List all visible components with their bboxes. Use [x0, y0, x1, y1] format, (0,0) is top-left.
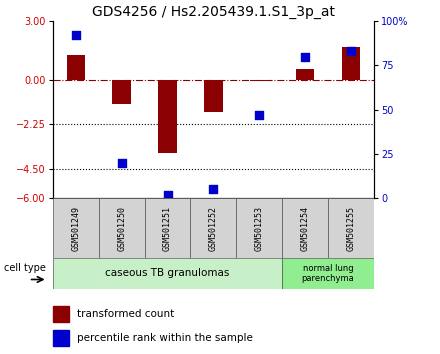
Bar: [99, 198, 145, 258]
Bar: [53, 198, 99, 258]
Point: [72, 33, 79, 38]
Bar: [204, 80, 223, 112]
Bar: [53, 258, 282, 289]
Bar: [113, 80, 131, 104]
Point: [256, 112, 263, 118]
Bar: [250, 80, 268, 81]
Text: GSM501250: GSM501250: [117, 206, 126, 251]
Bar: [236, 198, 282, 258]
Bar: [342, 47, 360, 80]
Text: GSM501252: GSM501252: [209, 206, 218, 251]
Text: GSM501253: GSM501253: [255, 206, 264, 251]
Text: GSM501249: GSM501249: [71, 206, 80, 251]
Bar: [53, 330, 69, 346]
Text: caseous TB granulomas: caseous TB granulomas: [105, 268, 230, 279]
Text: cell type: cell type: [4, 263, 46, 273]
Bar: [282, 198, 328, 258]
Point: [348, 48, 355, 54]
Point: [118, 160, 125, 166]
Bar: [282, 258, 374, 289]
Text: normal lung
parenchyma: normal lung parenchyma: [302, 264, 355, 283]
Text: GSM501251: GSM501251: [163, 206, 172, 251]
Point: [302, 54, 309, 59]
Bar: [145, 198, 191, 258]
Title: GDS4256 / Hs2.205439.1.S1_3p_at: GDS4256 / Hs2.205439.1.S1_3p_at: [92, 5, 335, 19]
Bar: [328, 198, 374, 258]
Bar: [66, 55, 85, 80]
Text: percentile rank within the sample: percentile rank within the sample: [77, 332, 253, 343]
Bar: [296, 69, 314, 80]
Bar: [191, 198, 236, 258]
Text: transformed count: transformed count: [77, 309, 175, 319]
Point: [210, 187, 217, 192]
Text: GSM501254: GSM501254: [301, 206, 310, 251]
Text: GSM501255: GSM501255: [347, 206, 356, 251]
Bar: [53, 306, 69, 322]
Bar: [158, 80, 177, 153]
Point: [164, 192, 171, 198]
